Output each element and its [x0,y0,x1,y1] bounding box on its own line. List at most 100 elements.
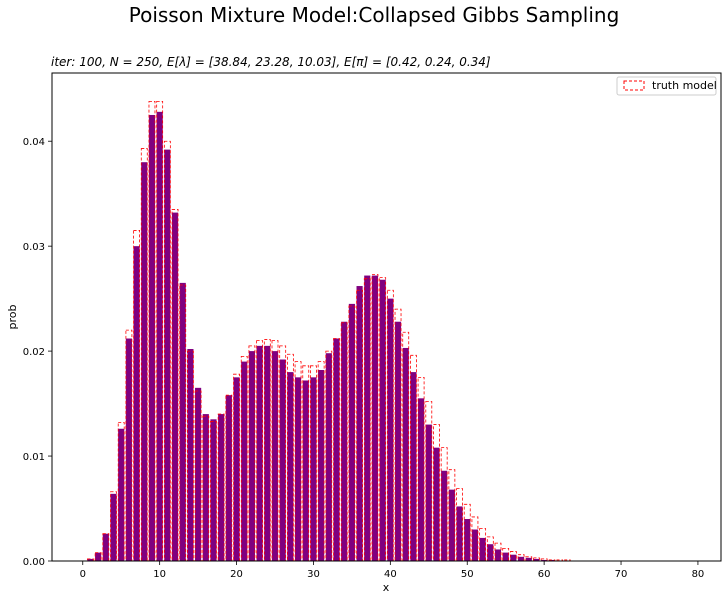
x-tick-label: 70 [615,569,628,580]
bar [256,345,263,561]
truth-bar [310,365,317,562]
bar [441,470,448,561]
bar [218,414,225,561]
bar [294,377,302,561]
bar [548,559,555,561]
truth-bar [386,289,394,562]
truth-bar [248,345,256,562]
bar [333,338,340,561]
bars-layer [87,111,555,562]
truth-bar [210,421,217,562]
bar [471,529,479,561]
truth-bar [348,305,356,562]
bar [387,298,394,561]
y-tick-label: 0.04 [23,137,45,148]
x-tick-label: 10 [153,569,166,580]
bar [87,558,94,561]
legend-label-truth-model: truth model [652,79,717,92]
truth-bar [110,491,117,562]
truth-bar [156,100,164,562]
x-tick-label: 40 [384,569,397,580]
truth-bar [187,350,194,562]
bar [348,303,355,561]
chart-title: Poisson Mixture Model:Collapsed Gibbs Sa… [129,3,620,27]
bar [95,552,102,561]
bar [210,419,217,561]
bar [310,377,317,561]
bar [418,398,425,561]
bar [156,111,163,561]
truth-bar [294,361,302,562]
bar [195,387,202,561]
truth-bar [279,345,287,562]
bar [371,275,379,561]
plot-frame [51,72,722,562]
bar [110,493,117,561]
bar [202,414,209,561]
bar [510,554,517,561]
bar [164,149,171,562]
bar [541,559,548,561]
bar [533,558,540,561]
bar [148,114,156,561]
x-tick-label: 30 [307,569,320,580]
truth-bar [325,350,333,562]
bar [456,506,463,561]
truth-bar [509,551,517,562]
bar [271,351,279,561]
bar [364,275,371,561]
bar [479,537,486,561]
truth-bar [486,536,494,562]
bar [494,549,502,561]
bar [233,377,240,561]
bar [487,544,494,561]
y-tick-label: 0.00 [23,557,45,568]
bar [410,372,417,561]
bar [241,361,248,561]
truth-bar [425,401,433,562]
x-tick-label: 80 [692,569,705,580]
bar [287,372,294,561]
bar [279,359,286,561]
bar [264,345,271,561]
truth-bar [317,361,325,562]
bar [525,557,532,561]
truth-bar [240,355,248,562]
bar [318,370,325,561]
bar [171,212,179,561]
bar [133,246,140,561]
y-tick-label: 0.03 [23,242,45,253]
bar [102,533,109,561]
truth-bar [125,329,133,562]
legend: truth model [616,76,717,96]
y-axis-label: prob [6,304,19,329]
x-tick-label: 50 [461,569,474,580]
bar [433,447,440,561]
truth-bar [271,340,279,562]
bar [356,286,363,561]
x-tick-label: 0 [80,569,86,580]
bar [302,380,309,561]
x-tick-label: 20 [230,569,243,580]
y-tick-label: 0.02 [23,347,45,358]
truth-bar [525,556,533,562]
bar [141,162,148,561]
bar [425,424,432,561]
x-axis-label: x [383,581,390,594]
bar [448,489,455,561]
bar [248,351,256,561]
bar [325,353,332,561]
truth-bar [410,354,417,562]
truth-bar [256,340,264,562]
y-axis: 0.00 0.01 0.02 0.03 0.04 [23,137,52,568]
truth-bar [133,230,140,562]
truth-bar [471,516,479,562]
bar [379,279,386,561]
truth-bar [163,140,171,562]
bar [502,552,509,561]
y-tick-label: 0.01 [23,452,45,463]
truth-bar [302,365,310,562]
bar [341,321,348,561]
bar [402,347,409,561]
truth-bar [148,100,156,562]
